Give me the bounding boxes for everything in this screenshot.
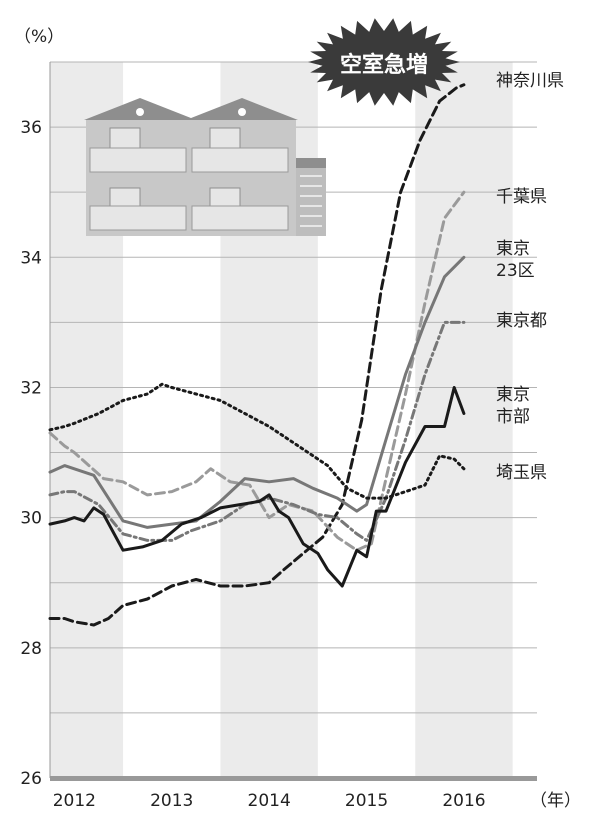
series-line-2 [48, 190, 466, 552]
series-line-4 [48, 320, 466, 542]
x-tick-2015: 2015 [345, 791, 388, 811]
x-tick-2014: 2014 [248, 791, 291, 811]
x-axis: 2012 2013 2014 2015 2016 [50, 776, 537, 811]
y-tick-34: 34 [20, 248, 42, 268]
series-label-3: 東京 23区 [496, 239, 535, 281]
series-label-line: 千葉県 [496, 187, 547, 207]
y-tick-32: 32 [20, 378, 42, 398]
x-tick-2013: 2013 [150, 791, 193, 811]
y-tick-36: 36 [20, 118, 42, 138]
series-line-6 [48, 382, 466, 500]
y-axis: 26 28 30 32 34 36 [20, 62, 51, 789]
y-tick-26: 26 [20, 769, 42, 789]
year-band-2016 [415, 62, 513, 778]
x-unit-label: （年） [530, 791, 581, 811]
series-label-line: 東京 [496, 385, 530, 405]
series-line-5 [48, 386, 466, 588]
series-label-line: 東京 [496, 239, 530, 259]
series-label-line: 市部 [496, 407, 530, 427]
series-label-1: 神奈川県 [496, 71, 564, 91]
x-axis-bar [50, 776, 537, 781]
series-label-2: 千葉県 [496, 187, 547, 207]
x-tick-2016: 2016 [442, 791, 485, 811]
series-lines [48, 83, 466, 627]
series-label-line: 23区 [496, 261, 535, 281]
series-label-line: 神奈川県 [496, 71, 564, 91]
badge-text: 空室急増 [340, 52, 428, 78]
series-label-4: 東京都 [496, 311, 547, 331]
surge-badge: 空室急増 [308, 18, 460, 106]
burst-shape [308, 18, 460, 106]
series-label-line: 東京都 [496, 311, 547, 331]
apartment-illustration [84, 98, 326, 236]
x-tick-2012: 2012 [53, 791, 96, 811]
y-tick-30: 30 [20, 509, 42, 529]
y-tick-28: 28 [20, 639, 42, 659]
series-label-6: 埼玉県 [496, 463, 547, 483]
series-line-1 [48, 83, 466, 627]
series-label-line: 埼玉県 [496, 463, 547, 483]
series-label-5: 東京市部 [496, 385, 530, 427]
y-unit-label: （%） [14, 27, 64, 47]
series-line-3 [48, 255, 466, 529]
